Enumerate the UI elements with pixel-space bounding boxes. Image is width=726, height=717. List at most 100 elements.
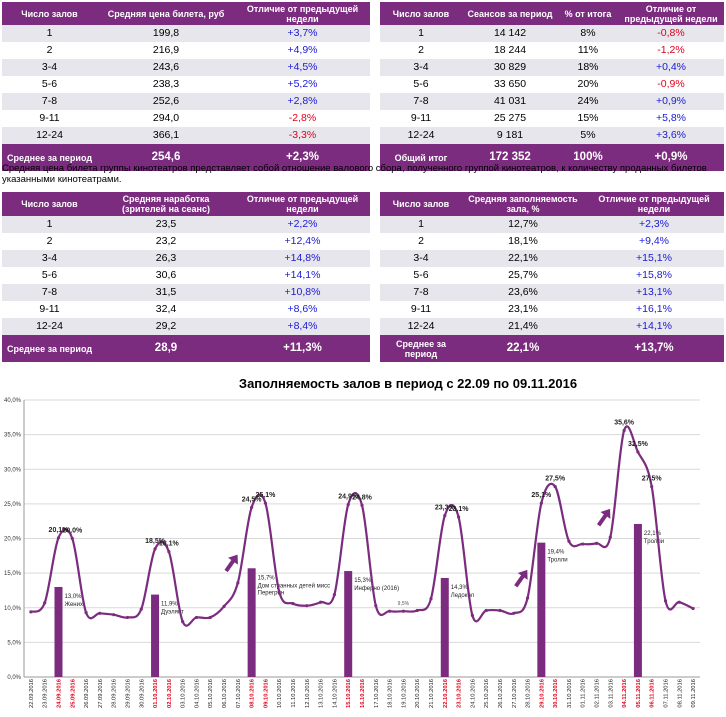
data-point [29,610,33,614]
table-cell: 12-24 [2,127,97,144]
table-cell: 24% [558,93,618,110]
data-point [553,484,557,489]
data-point [98,611,102,615]
x-tick-label: 07.11.2016 [664,679,670,708]
x-tick-label: 05.11.2016 [636,678,642,707]
table-row: 5-6 30,6 +14,1% [2,267,370,284]
table-cell: 26,3 [97,250,235,267]
table-cell: 30 829 [462,59,558,76]
table-row: 3-4 22,1% +15,1% [380,250,724,267]
x-tick-label: 10.10.2016 [277,679,283,708]
data-point [70,536,74,541]
point-label: 32,5% [628,441,649,448]
table-row: 12-24 9 181 5% +3,6% [380,127,724,144]
column-header: Число залов [380,2,462,25]
table-cell: 9-11 [380,110,462,127]
data-point [291,601,295,606]
y-tick-label: 35,0% [4,433,22,439]
series-line [30,425,694,627]
table-cell: 23,6% [462,284,584,301]
table-row: 3-4 243,6 +4,5% [2,59,370,76]
data-point [125,615,130,620]
data-point [443,514,447,518]
table-cell: 7-8 [2,284,97,301]
table-cell: +14,8% [235,250,370,267]
table-cell: 9 181 [462,127,558,144]
table-cell: 18 244 [462,42,558,59]
table-cell: 15% [558,110,618,127]
bar-value-label: 11,9% [161,602,178,608]
table-cell: +15,8% [584,267,724,284]
column-header: Отличие от предыдущей недели [618,2,724,25]
data-point [250,505,254,509]
x-tick-label: 14.10.2016 [332,679,338,708]
table-row: 9-11 25 275 15% +5,8% [380,110,724,127]
x-tick-label: 06.11.2016 [650,678,656,707]
table-row: 2 18,1% +9,4% [380,233,724,250]
table-cell: -3,3% [235,127,370,144]
table-cell: 216,9 [97,42,235,59]
table-cell: +2,8% [235,93,370,110]
table-cell: 2 [2,42,97,59]
table-cell: 238,3 [97,76,235,93]
x-tick-label: 30.09.2016 [139,679,145,708]
bar [344,571,353,677]
table-row: 9-11 32,4 +8,6% [2,301,370,318]
y-tick-label: 0,0% [7,675,21,681]
x-tick-label: 03.11.2016 [608,679,614,708]
data-point [470,613,474,617]
table-cell: 243,6 [97,59,235,76]
x-tick-label: 11.10.2016 [291,679,297,708]
table-cell: +13,1% [584,284,724,301]
table-footer-row: Среднее за период 22,1% +13,7% [380,335,724,362]
point-label: 27,5% [642,476,663,483]
data-point [663,599,668,603]
table-cell: 2 [380,42,462,59]
bar-value-label: 22,1% [644,531,662,537]
data-point [112,613,116,617]
data-point [650,484,654,489]
data-point [84,610,88,615]
data-point [319,600,323,604]
x-tick-label: 04.10.2016 [194,679,200,708]
table-cell: 9-11 [2,110,97,127]
bar-film-label: Тролли [547,558,567,564]
table-cell: 294,0 [97,110,235,127]
table-cell: +14,1% [584,318,724,335]
table-row: 9-11 294,0 -2,8% [2,110,370,127]
table-footer-cell: +2,3% [235,144,370,171]
point-label: 18,5% [145,538,166,545]
bar-film-label: Перегрин [258,590,285,596]
bar-value-label: 13,0% [64,594,82,600]
data-point [167,550,171,554]
table-cell: 11% [558,42,618,59]
table-footer-row: Среднее за период 28,9 +11,3% [2,335,370,362]
table-footer-cell: 22,1% [462,335,584,362]
x-tick-label: 22.10.2016 [443,678,449,708]
table-cell: 23,1% [462,301,584,318]
data-point [208,615,212,620]
column-header: Число залов [2,192,97,216]
y-tick-label: 5,0% [7,640,21,646]
table-cell: 8% [558,25,618,42]
arrow-shape [224,554,238,573]
x-tick-label: 20.10.2016 [415,679,421,708]
table-cell: +3,6% [618,127,724,144]
data-point [153,547,157,551]
table-row: 1 23,5 +2,2% [2,216,370,233]
table-cell: +2,2% [235,216,370,233]
data-point [277,590,281,594]
x-tick-label: 18.10.2016 [388,679,394,708]
table-footer-cell: 254,6 [97,144,235,171]
data-point [539,501,543,505]
point-label: 23,3% [435,505,456,512]
bar-value-label: 19,4% [547,550,565,556]
table-cell: 22,1% [462,250,584,267]
column-header: Отличие от предыдущей недели [235,2,370,25]
x-tick-label: 21.10.2016 [429,679,435,708]
point-label: 9,5% [398,601,410,607]
table-cell: 23,5 [97,216,235,233]
data-point [691,606,695,611]
table-row: 5-6 25,7% +15,8% [380,267,724,284]
column-header: Сеансов за период [462,2,558,25]
